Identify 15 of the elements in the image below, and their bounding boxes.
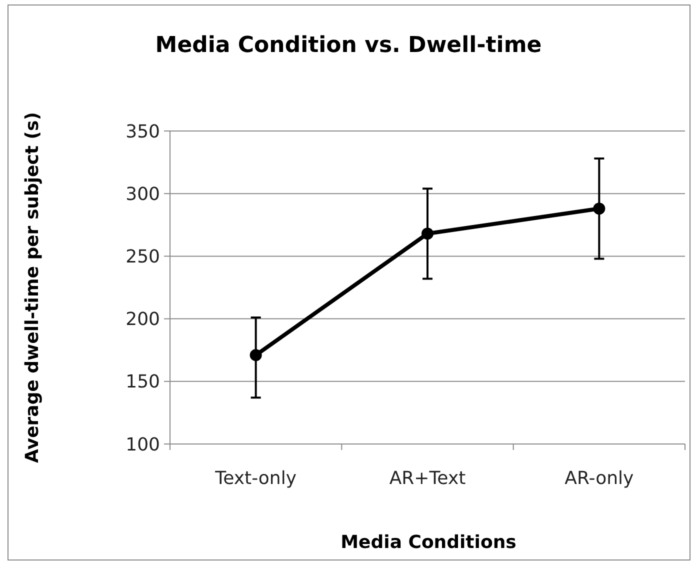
y-tick-label: 250	[126, 246, 160, 268]
point	[250, 349, 262, 362]
y-tick-label: 350	[126, 121, 160, 142]
y-tick-label: 300	[126, 184, 160, 205]
point	[593, 202, 606, 215]
x-axis-title: Media Conditions	[340, 532, 516, 553]
x-tick-label: AR-only	[564, 468, 634, 489]
x-tick-label: Text-only	[214, 468, 297, 489]
chart-title: Media Condition vs. Dwell-time	[155, 33, 542, 58]
y-tick-label: 100	[126, 434, 160, 456]
point	[422, 228, 434, 240]
x-tick-label: AR+Text	[389, 468, 466, 489]
y-tick-label: 200	[126, 309, 160, 330]
y-tick-label: 150	[126, 372, 160, 393]
y-axis-title: Average dwell-time per subject (s)	[22, 112, 43, 463]
